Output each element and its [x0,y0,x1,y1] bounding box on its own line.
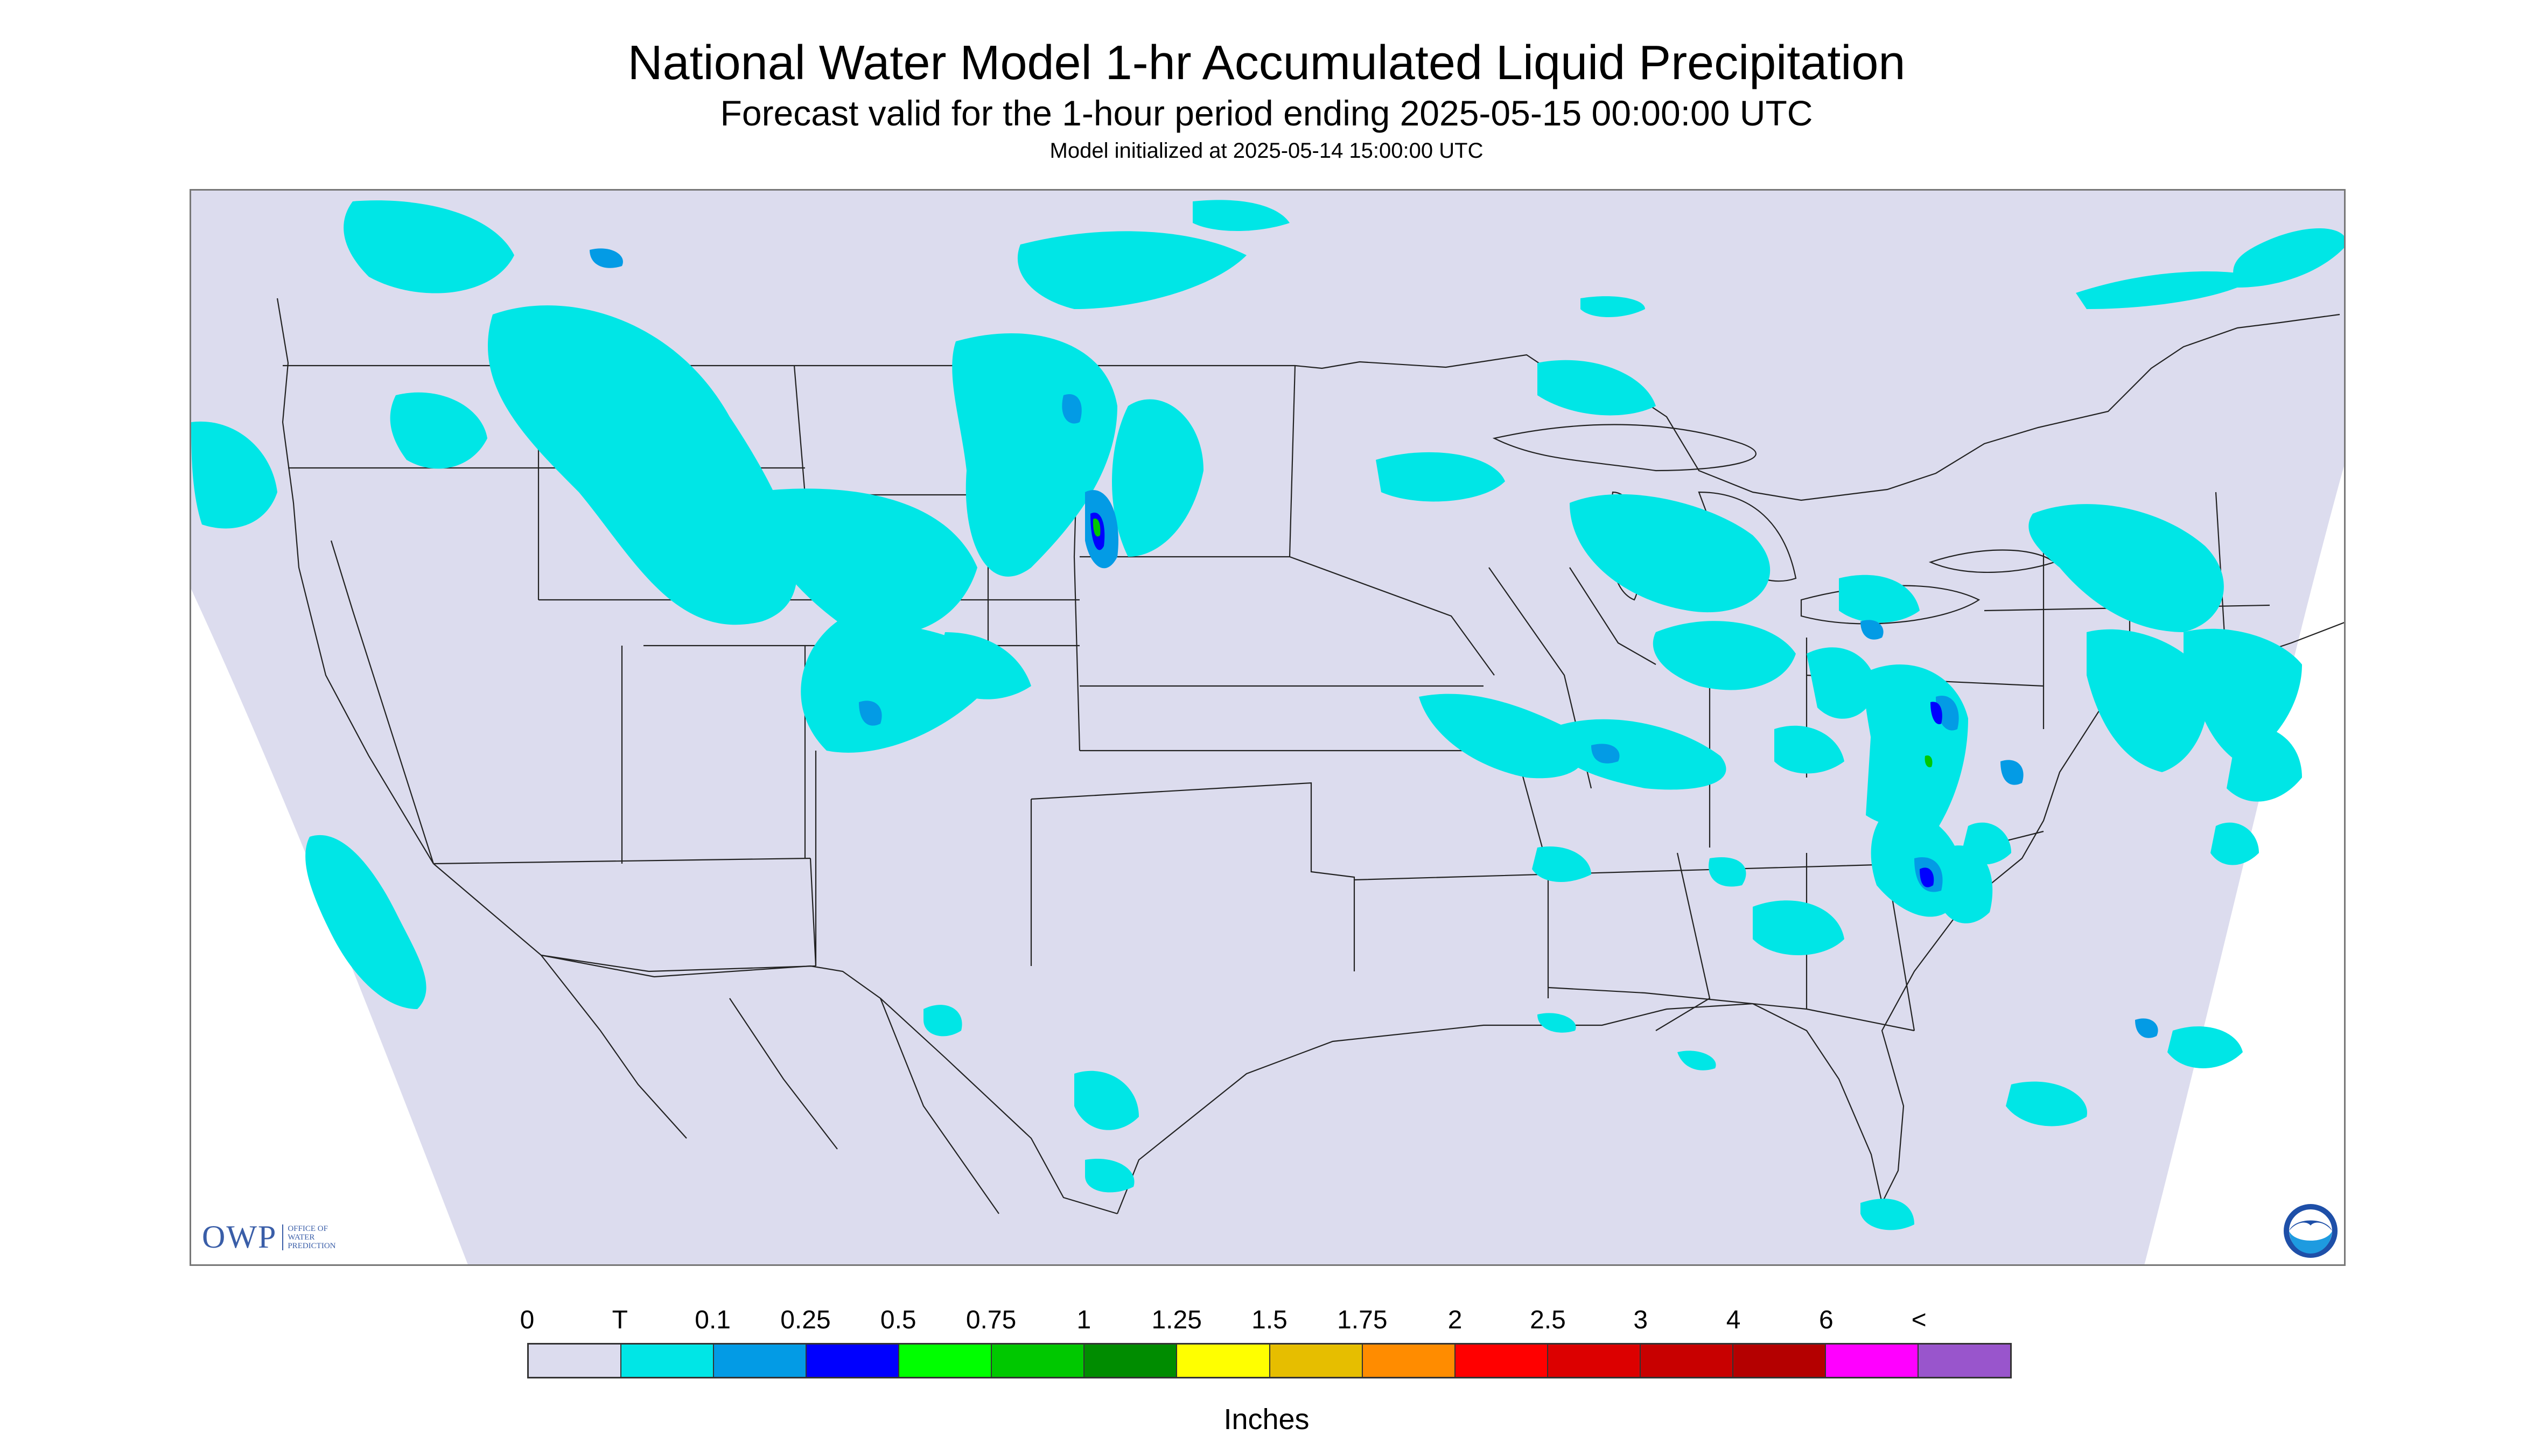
owp-logo-line: OFFICE OF [288,1224,328,1233]
owp-logo-subtext: OFFICE OF WATER PREDICTION [282,1224,336,1250]
legend-label: < [1911,1306,1927,1334]
legend-label: 0.5 [880,1306,916,1334]
legend-label: 1.5 [1251,1306,1288,1334]
owp-logo: OWP OFFICE OF WATER PREDICTION [202,1219,336,1256]
legend-swatch [621,1345,715,1377]
legend-swatch [1825,1345,1919,1377]
noaa-logo-text: NOAA [2299,1227,2321,1235]
legend-swatch [1548,1345,1641,1377]
legend-label: 1.25 [1151,1306,1202,1334]
map-canvas [191,191,2344,1264]
legend-swatch [807,1345,900,1377]
legend-swatch [714,1345,807,1377]
legend-swatch [1455,1345,1548,1377]
noaa-logo: NOAA [2284,1204,2338,1258]
owp-logo-line: PREDICTION [288,1241,336,1250]
legend-swatch [992,1345,1085,1377]
legend-label: 0 [520,1306,535,1334]
map-subtitle: Forecast valid for the 1-hour period end… [720,93,1813,133]
precipitation-map: OWP OFFICE OF WATER PREDICTION NOAA [190,189,2346,1266]
legend-label: 1 [1076,1306,1091,1334]
legend-label: 0.25 [780,1306,831,1334]
legend-swatch [1733,1345,1826,1377]
legend-swatch [1918,1345,2010,1377]
legend-swatch [1084,1345,1178,1377]
precip-light-areas [590,248,2158,1038]
legend-color-bar [527,1343,2012,1378]
owp-logo-letters: OWP [202,1219,277,1255]
legend-swatch [1362,1345,1456,1377]
map-title: National Water Model 1-hr Accumulated Li… [627,36,1906,90]
legend-label: 1.75 [1337,1306,1388,1334]
legend-swatch [1640,1345,1733,1377]
legend-label: T [612,1306,628,1334]
color-legend: 0 T 0.1 0.25 0.5 0.75 1 1.25 1.5 1.75 2 2.5 3 4 6 < [520,1305,2012,1378]
legend-swatch [1177,1345,1270,1377]
precip-heavy-areas [1093,519,1933,767]
legend-label: 0.1 [695,1306,731,1334]
legend-label: 4 [1726,1306,1741,1334]
legend-label: 2.5 [1530,1306,1566,1334]
precipitation-overlay [191,200,2344,1230]
legend-label: 3 [1633,1306,1648,1334]
legend-label: 6 [1819,1306,1834,1334]
legend-labels: 0 T 0.1 0.25 0.5 0.75 1 1.25 1.5 1.75 2 2.5 3 4 6 < [520,1305,2012,1343]
legend-units-label: Inches [1223,1403,1310,1436]
model-init-line: Model initialized at 2025-05-14 15:00:00… [1049,139,1484,163]
legend-swatch [1270,1345,1363,1377]
legend-swatch [529,1345,622,1377]
legend-swatch [899,1345,992,1377]
legend-label: 0.75 [965,1306,1017,1334]
owp-logo-line: WATER [288,1233,315,1242]
legend-label: 2 [1447,1306,1463,1334]
precip-trace-areas [191,200,2344,1230]
